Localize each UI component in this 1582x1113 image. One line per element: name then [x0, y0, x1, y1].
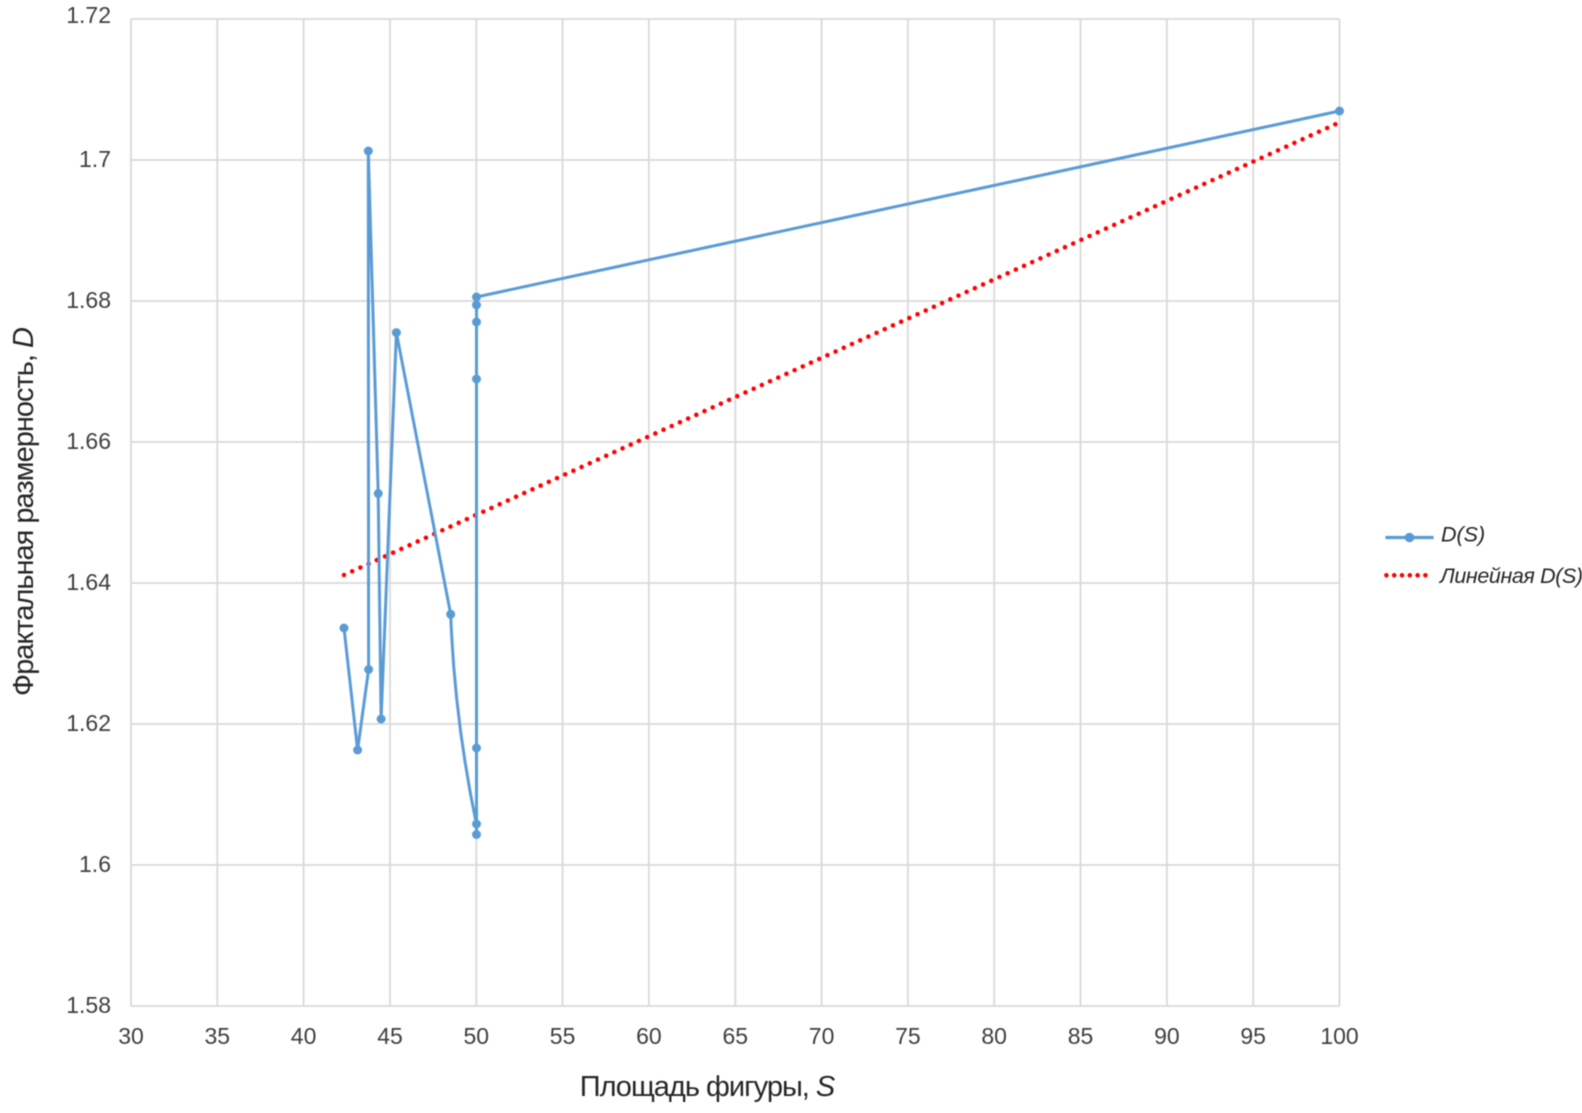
svg-text:1.58: 1.58: [66, 992, 111, 1018]
svg-text:1.72: 1.72: [66, 2, 111, 28]
svg-text:D(S): D(S): [1441, 523, 1485, 547]
svg-text:55: 55: [550, 1023, 576, 1049]
svg-text:30: 30: [118, 1023, 144, 1049]
svg-text:35: 35: [205, 1023, 231, 1049]
svg-text:100: 100: [1320, 1023, 1358, 1049]
svg-text:85: 85: [1068, 1023, 1094, 1049]
svg-text:90: 90: [1154, 1023, 1180, 1049]
svg-text:65: 65: [723, 1023, 749, 1049]
svg-text:1.66: 1.66: [66, 428, 111, 454]
svg-text:Линейная D(S): Линейная D(S): [1438, 564, 1582, 588]
svg-text:1.7: 1.7: [79, 146, 111, 172]
svg-text:80: 80: [981, 1023, 1007, 1049]
svg-text:1.6: 1.6: [79, 851, 111, 877]
svg-text:Площадь фигуры, S: Площадь фигуры, S: [580, 1071, 836, 1103]
svg-text:1.62: 1.62: [66, 710, 111, 736]
svg-text:95: 95: [1240, 1023, 1266, 1049]
svg-text:40: 40: [291, 1023, 317, 1049]
svg-text:45: 45: [377, 1023, 403, 1049]
svg-text:70: 70: [809, 1023, 835, 1049]
svg-text:Фрактальная размерность, D: Фрактальная размерность, D: [8, 327, 40, 696]
svg-text:75: 75: [895, 1023, 921, 1049]
svg-text:60: 60: [636, 1023, 662, 1049]
svg-text:1.68: 1.68: [66, 287, 111, 313]
svg-text:50: 50: [464, 1023, 490, 1049]
svg-text:1.64: 1.64: [66, 569, 111, 595]
